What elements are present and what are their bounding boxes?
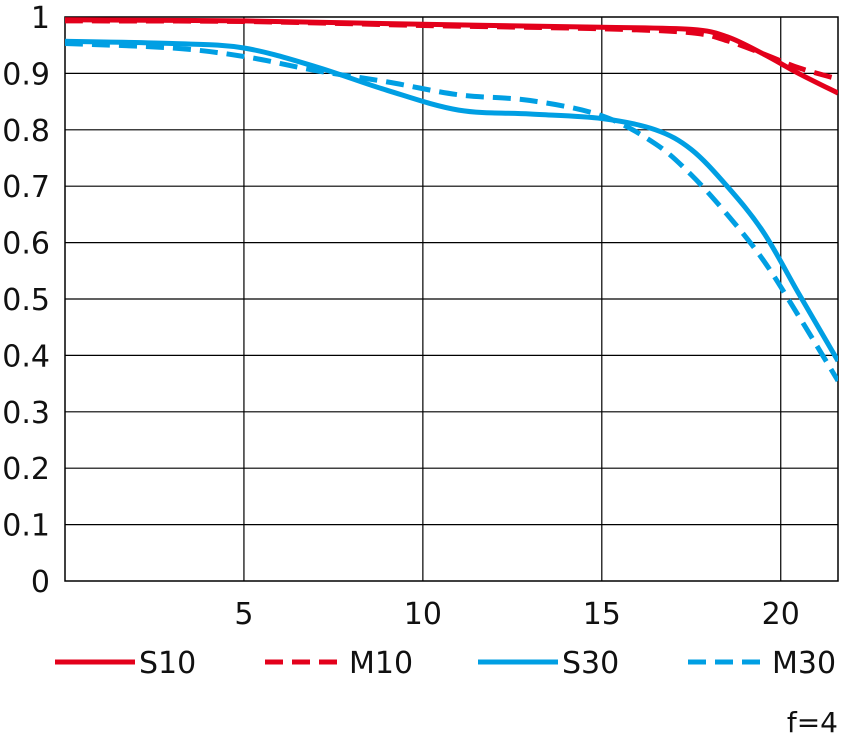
legend-label: M10: [349, 646, 413, 681]
legend-label: M30: [772, 646, 836, 681]
y-tick-label: 1: [31, 1, 50, 36]
series-line-s10: [65, 17, 838, 96]
legend-label: S30: [562, 646, 619, 681]
legend-item-m30: M30: [688, 646, 836, 681]
series-line-m30: [65, 41, 838, 383]
legend-item-s10: S10: [55, 646, 196, 681]
series-line-m10: [65, 18, 838, 82]
legend: S10 M10 S30 M30: [55, 646, 836, 681]
x-tick-label: 15: [583, 597, 621, 632]
axis-labels: 00.10.20.30.40.50.60.70.80.915 10 15 20: [2, 1, 800, 632]
y-tick-label: 0.5: [2, 283, 50, 318]
x-tick-label: 10: [404, 597, 442, 632]
y-tick-label: 0.4: [2, 339, 50, 374]
x-tick-label: 20: [762, 597, 800, 632]
x-tick-label: 5: [234, 597, 253, 632]
series-layer: [65, 17, 838, 383]
y-tick-label: 0.8: [2, 114, 50, 149]
legend-item-m10: M10: [265, 646, 413, 681]
y-tick-label: 0.9: [2, 57, 50, 92]
legend-item-s30: S30: [478, 646, 619, 681]
aperture-note: f=4: [787, 706, 838, 738]
y-tick-label: 0.1: [2, 509, 50, 544]
series-line-s30: [65, 38, 838, 363]
y-tick-label: 0: [31, 565, 50, 600]
y-tick-label: 0.7: [2, 170, 50, 205]
y-tick-label: 0.2: [2, 452, 50, 487]
grid: [64, 16, 839, 582]
y-tick-label: 0.3: [2, 396, 50, 431]
y-tick-label: 0.6: [2, 227, 50, 262]
legend-label: S10: [139, 646, 196, 681]
